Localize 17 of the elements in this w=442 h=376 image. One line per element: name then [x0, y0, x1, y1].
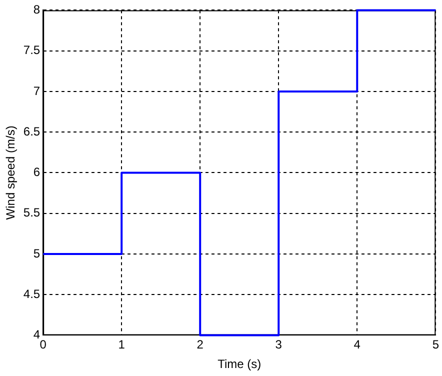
- y-tick-label: 5: [33, 246, 40, 260]
- y-tick-label: 4: [33, 328, 40, 342]
- y-tick-label: 6: [33, 165, 40, 180]
- x-tick-label: 5: [432, 338, 440, 352]
- x-tick-label: 3: [275, 338, 282, 352]
- x-tick-label: 4: [354, 338, 361, 352]
- y-tick-label: 6.5: [23, 124, 40, 138]
- x-tick-label: 0: [40, 338, 47, 352]
- y-tick-label: 7: [33, 84, 40, 98]
- x-tick-label: 2: [196, 338, 204, 352]
- y-tick-label: 5.5: [23, 206, 40, 220]
- x-tick-label: 1: [118, 338, 126, 352]
- y-tick-label: 7.5: [23, 43, 40, 58]
- x-axis-title: Time (s): [218, 357, 262, 372]
- y-axis-title: Wind speed (m/s): [4, 126, 18, 220]
- y-tick-label: 8: [33, 2, 40, 17]
- y-tick-label: 4.5: [23, 286, 40, 301]
